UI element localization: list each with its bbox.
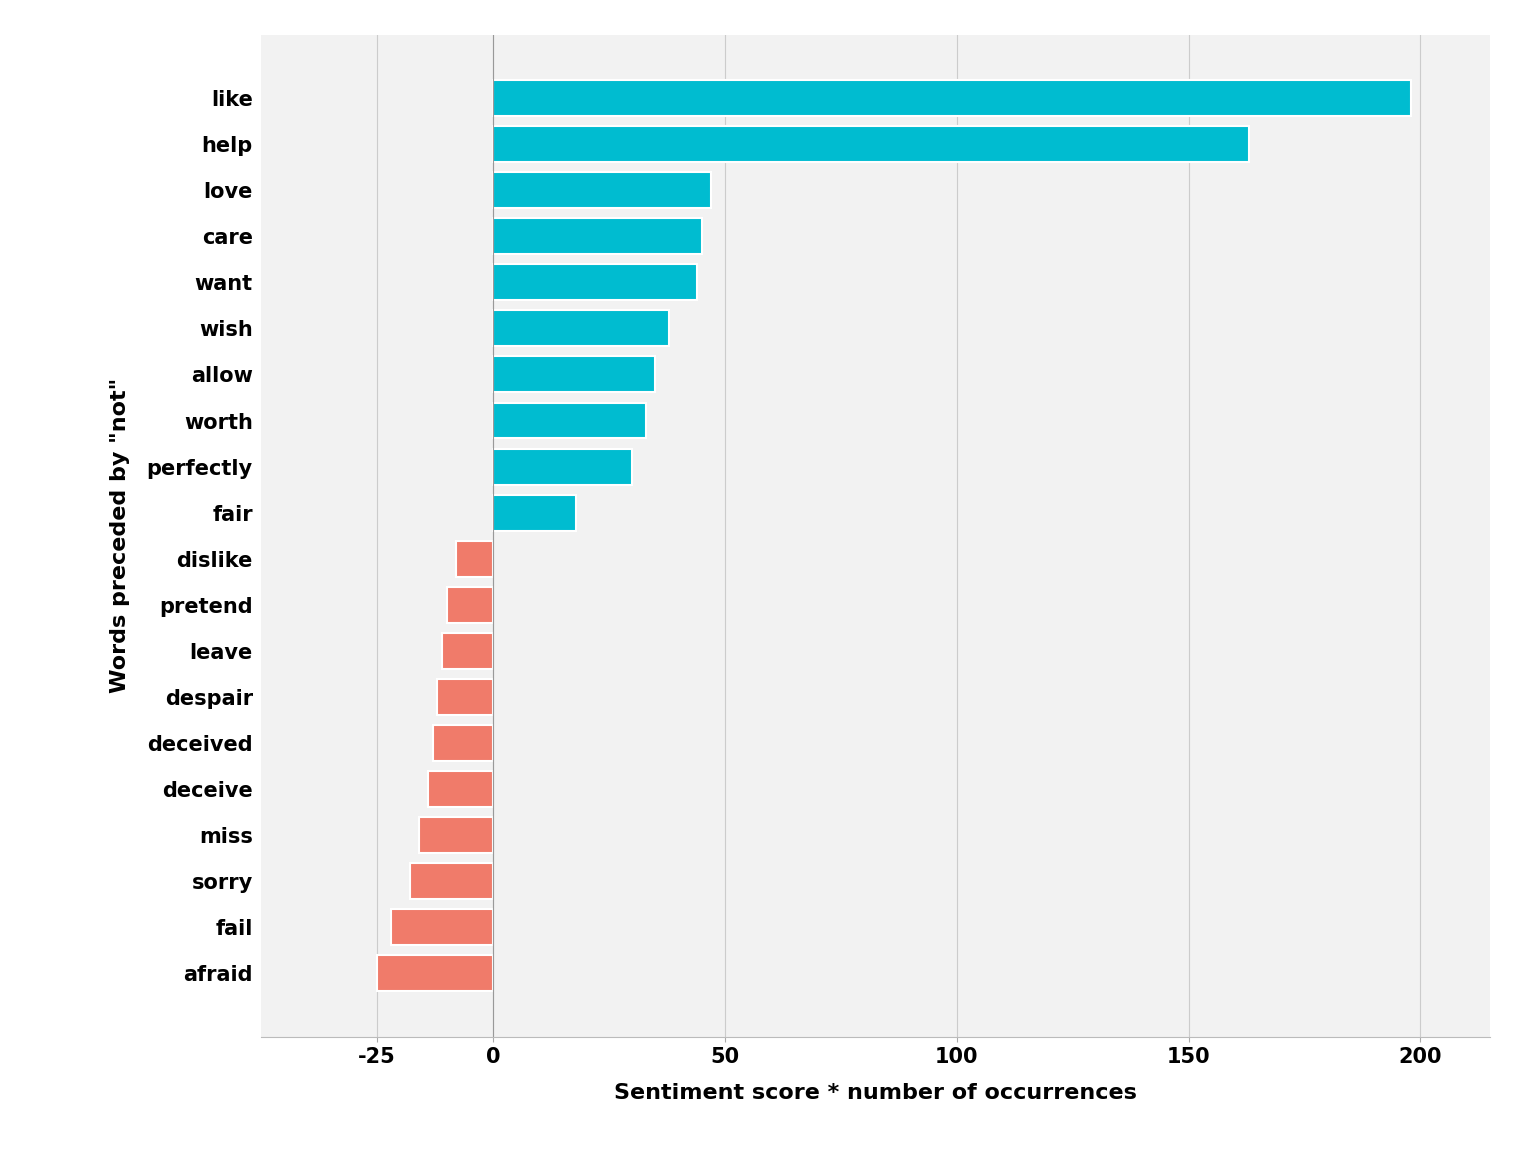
Bar [493,219,702,255]
Bar [392,909,493,945]
Bar [493,310,670,347]
Bar [438,679,493,715]
Bar [442,632,493,669]
Y-axis label: Words preceded by "not": Words preceded by "not" [111,378,131,694]
Bar [493,81,1412,116]
Bar [493,448,633,485]
Bar [376,955,493,991]
Bar [493,264,697,301]
Bar [433,725,493,761]
Bar [456,540,493,577]
X-axis label: Sentiment score * number of occurrences: Sentiment score * number of occurrences [614,1083,1137,1104]
Bar [429,771,493,808]
Bar [410,863,493,899]
Bar [493,173,711,209]
Bar [447,586,493,623]
Bar [493,494,576,531]
Bar [419,817,493,852]
Bar [493,127,1249,162]
Bar [493,356,656,393]
Bar [493,402,647,439]
